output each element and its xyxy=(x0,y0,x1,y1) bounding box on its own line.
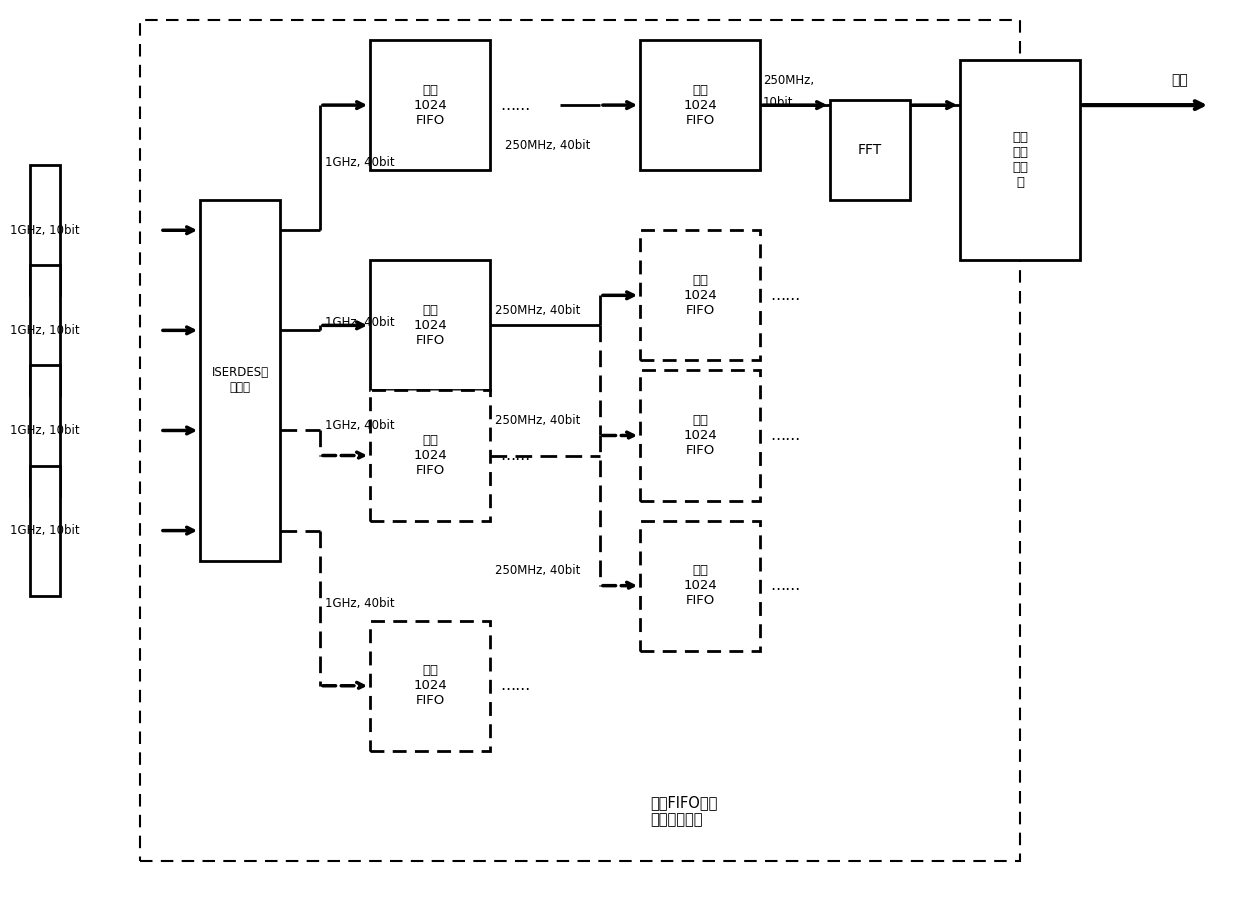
FancyBboxPatch shape xyxy=(370,40,490,170)
Text: ……: …… xyxy=(500,448,531,463)
FancyBboxPatch shape xyxy=(30,265,60,396)
Text: 深度
1024
FIFO: 深度 1024 FIFO xyxy=(683,84,717,127)
Text: 250MHz, 40bit: 250MHz, 40bit xyxy=(505,139,590,151)
FancyBboxPatch shape xyxy=(370,260,490,390)
Text: 1GHz, 10bit: 1GHz, 10bit xyxy=(10,223,79,237)
Text: 1GHz, 10bit: 1GHz, 10bit xyxy=(10,323,79,337)
Text: 1GHz, 40bit: 1GHz, 40bit xyxy=(325,419,394,432)
Text: FFT: FFT xyxy=(858,143,882,157)
Text: 深度
1024
FIFO: 深度 1024 FIFO xyxy=(683,274,717,317)
Text: ……: …… xyxy=(770,428,800,443)
Text: 超分
辨补
偿处
理: 超分 辨补 偿处 理 xyxy=(1012,132,1028,189)
Text: 深度
1024
FIFO: 深度 1024 FIFO xyxy=(683,414,717,457)
Text: 1GHz, 40bit: 1GHz, 40bit xyxy=(325,316,394,329)
Text: ……: …… xyxy=(500,97,531,113)
Text: 250MHz, 40bit: 250MHz, 40bit xyxy=(495,414,580,427)
Text: 250MHz, 40bit: 250MHz, 40bit xyxy=(495,304,580,317)
Text: 250MHz, 40bit: 250MHz, 40bit xyxy=(495,564,580,578)
Text: 深度
1024
FIFO: 深度 1024 FIFO xyxy=(413,304,446,347)
Text: ISERDES串
并转换: ISERDES串 并转换 xyxy=(212,367,269,395)
Text: 输出: 输出 xyxy=(1172,73,1188,87)
FancyBboxPatch shape xyxy=(370,390,490,521)
Text: 深度
1024
FIFO: 深度 1024 FIFO xyxy=(413,84,446,127)
FancyBboxPatch shape xyxy=(640,521,760,651)
Text: 250MHz,: 250MHz, xyxy=(763,74,815,86)
FancyBboxPatch shape xyxy=(640,231,760,360)
Text: ……: …… xyxy=(770,578,800,593)
FancyBboxPatch shape xyxy=(30,366,60,496)
Text: ……: …… xyxy=(770,287,800,303)
Text: 深度
1024
FIFO: 深度 1024 FIFO xyxy=(683,564,717,607)
Text: 10bit: 10bit xyxy=(763,96,794,109)
FancyBboxPatch shape xyxy=(640,370,760,501)
FancyBboxPatch shape xyxy=(640,40,760,170)
Text: ……: …… xyxy=(500,678,531,693)
FancyBboxPatch shape xyxy=(830,100,910,200)
FancyBboxPatch shape xyxy=(30,165,60,296)
Text: 1GHz, 40bit: 1GHz, 40bit xyxy=(325,156,394,169)
Text: 1GHz, 10bit: 1GHz, 10bit xyxy=(10,424,79,437)
FancyBboxPatch shape xyxy=(960,60,1080,260)
FancyBboxPatch shape xyxy=(200,200,280,560)
Text: 深度
1024
FIFO: 深度 1024 FIFO xyxy=(413,434,446,477)
Text: 深度
1024
FIFO: 深度 1024 FIFO xyxy=(413,664,446,707)
FancyBboxPatch shape xyxy=(30,466,60,596)
Text: 1GHz, 10bit: 1GHz, 10bit xyxy=(10,524,79,537)
Text: 两级FIFO，大
动态数据接收: 两级FIFO，大 动态数据接收 xyxy=(650,795,718,827)
Text: 1GHz, 40bit: 1GHz, 40bit xyxy=(325,596,394,610)
FancyBboxPatch shape xyxy=(370,621,490,751)
